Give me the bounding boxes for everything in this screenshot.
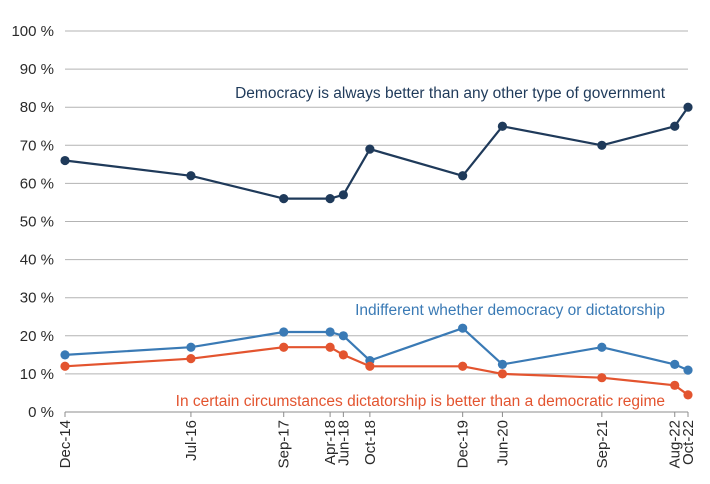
- x-tick-label: Aug-22: [667, 420, 684, 468]
- y-axis: 0 % 10 % 20 % 30 % 40 % 50 % 60 % 70 % 80 % 90 % 1…: [11, 23, 54, 421]
- y-tick-label: 70 %: [20, 137, 54, 154]
- data-point-2: [60, 361, 70, 371]
- y-tick-label: 60 %: [20, 175, 54, 192]
- x-tick-label: Jun-18: [335, 420, 352, 466]
- series-line-0: [64, 106, 689, 200]
- data-point-2: [338, 350, 348, 360]
- x-tick-label: Jun-20: [494, 420, 511, 466]
- series-points: [60, 102, 693, 400]
- series-line-2: [64, 346, 689, 396]
- data-point-0: [597, 140, 607, 150]
- x-tick-label: Oct-18: [362, 420, 379, 465]
- y-tick-label: 100 %: [11, 23, 54, 40]
- data-point-2: [458, 361, 468, 371]
- data-point-0: [338, 190, 348, 200]
- data-point-1: [279, 327, 289, 337]
- annotation-dictatorship: In certain circumstances dictatorship is…: [176, 393, 665, 410]
- y-tick-label: 90 %: [20, 61, 54, 78]
- data-point-2: [279, 342, 289, 352]
- x-tick-label: Apr-18: [322, 420, 339, 465]
- data-point-0: [325, 194, 335, 204]
- data-point-1: [338, 331, 348, 341]
- x-tick-label: Dec-19: [455, 420, 472, 468]
- data-point-1: [186, 342, 196, 352]
- x-tick-label: Sep-17: [276, 420, 293, 468]
- annotation-indifferent: Indifferent whether democracy or dictato…: [355, 302, 665, 319]
- data-point-0: [365, 144, 375, 154]
- annotation-democracy: Democracy is always better than any othe…: [235, 85, 666, 102]
- data-point-0: [186, 171, 196, 181]
- y-tick-label: 50 %: [20, 214, 54, 231]
- y-tick-label: 80 %: [20, 99, 54, 116]
- grid-lines: [65, 30, 688, 413]
- data-point-0: [683, 102, 693, 112]
- data-point-1: [683, 365, 693, 375]
- data-point-2: [365, 361, 375, 371]
- y-tick-label: 40 %: [20, 252, 54, 269]
- data-point-2: [597, 373, 607, 383]
- x-tick-label: Oct-22: [680, 420, 697, 465]
- data-point-1: [325, 327, 335, 337]
- series-lines: [64, 106, 689, 396]
- series-line-1: [64, 327, 689, 372]
- data-point-0: [497, 121, 508, 131]
- x-tick-label: Dec-14: [57, 420, 74, 468]
- x-tick-label: Jul-16: [183, 420, 200, 461]
- y-tick-label: 10 %: [20, 366, 54, 383]
- x-tick-label: Sep-21: [594, 420, 611, 468]
- data-point-0: [458, 171, 468, 181]
- data-point-0: [670, 121, 680, 131]
- data-point-1: [60, 350, 70, 360]
- data-point-1: [497, 359, 508, 369]
- y-tick-label: 30 %: [20, 290, 54, 307]
- data-point-2: [683, 390, 693, 400]
- data-point-1: [458, 323, 468, 333]
- data-point-0: [279, 194, 289, 204]
- y-tick-label: 20 %: [20, 328, 54, 345]
- series-annotations: Democracy is always better than any othe…: [176, 85, 666, 410]
- data-point-2: [186, 354, 196, 364]
- data-point-2: [325, 342, 335, 352]
- y-tick-label: 0 %: [28, 404, 54, 421]
- data-point-2: [497, 369, 508, 379]
- data-point-0: [60, 155, 70, 166]
- data-point-1: [670, 359, 680, 369]
- data-point-2: [670, 380, 680, 390]
- data-point-1: [597, 342, 607, 352]
